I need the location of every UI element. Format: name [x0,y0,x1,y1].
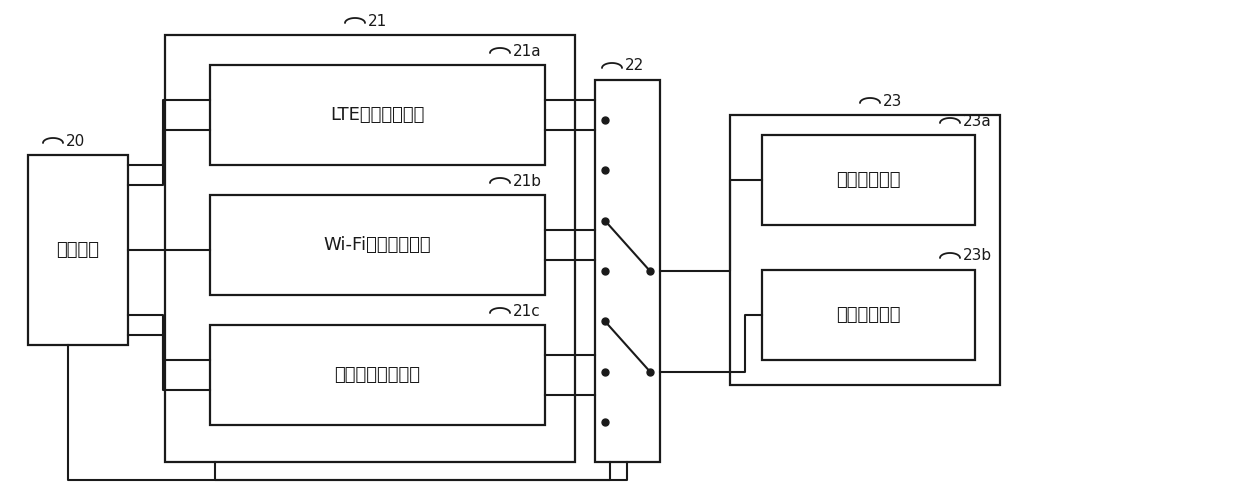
Bar [762,270,975,360]
Text: 23a: 23a [963,114,991,128]
Bar [209,65,545,165]
Text: LTE调制解调电路: LTE调制解调电路 [331,106,425,124]
Text: Wi-Fi调制解调电路: Wi-Fi调制解调电路 [323,236,431,254]
Bar [595,80,660,462]
Bar [28,155,128,345]
Text: 21: 21 [368,13,388,28]
Bar [165,35,575,462]
Text: 射频接收链路: 射频接收链路 [836,171,901,189]
Bar [209,195,545,295]
Text: 21b: 21b [513,174,541,188]
Text: 22: 22 [624,59,644,73]
Text: 射频发送链路: 射频发送链路 [836,306,901,324]
Bar [209,325,545,425]
Text: 控制芯片: 控制芯片 [57,241,99,259]
Text: 23b: 23b [963,248,992,263]
Text: 23: 23 [883,94,902,109]
Text: 21c: 21c [513,304,540,318]
Bar [730,115,1000,385]
Bar [762,135,975,225]
Text: 20: 20 [66,133,85,148]
Text: 蓝牙调制解调电路: 蓝牙调制解调电路 [335,366,420,384]
Text: 21a: 21a [513,44,541,59]
